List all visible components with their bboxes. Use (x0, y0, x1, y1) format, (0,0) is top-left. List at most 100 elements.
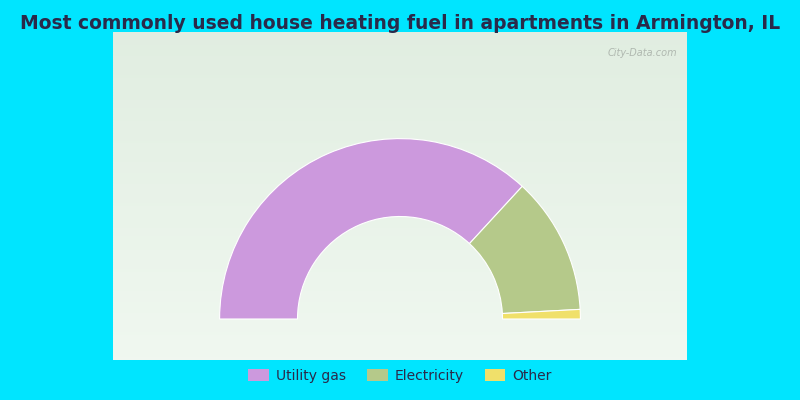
Bar (113, 136, 687, 139)
Bar (113, 81, 687, 84)
Bar (113, 196, 687, 199)
Bar (113, 171, 687, 174)
Bar (113, 234, 687, 237)
Bar (113, 54, 687, 56)
Bar (113, 133, 687, 136)
Bar (113, 65, 687, 68)
Bar (113, 229, 687, 232)
Wedge shape (470, 186, 580, 314)
Bar (113, 95, 687, 98)
Bar (113, 232, 687, 234)
Bar (113, 254, 687, 256)
Bar (113, 292, 687, 294)
Bar (113, 43, 687, 46)
Bar (113, 245, 687, 248)
Bar (113, 180, 687, 182)
Bar (113, 256, 687, 259)
Bar (113, 264, 687, 267)
Bar (113, 357, 687, 360)
Bar (113, 316, 687, 319)
Bar (113, 147, 687, 150)
Bar (113, 199, 687, 202)
Bar (113, 59, 687, 62)
Text: City-Data.com: City-Data.com (607, 48, 677, 58)
Bar (113, 305, 687, 308)
Bar (113, 139, 687, 141)
Bar (113, 169, 687, 171)
Bar (113, 218, 687, 221)
Bar (113, 319, 687, 322)
Bar (113, 90, 687, 92)
Bar (113, 270, 687, 272)
Bar (113, 78, 687, 81)
Bar (113, 111, 687, 114)
Bar (113, 158, 687, 160)
Bar (113, 120, 687, 122)
Bar (113, 311, 687, 314)
Bar (113, 289, 687, 292)
Bar (113, 204, 687, 207)
Bar (113, 84, 687, 87)
Bar (113, 108, 687, 111)
Bar (113, 150, 687, 152)
Bar (113, 344, 687, 346)
Bar (113, 163, 687, 166)
Bar (113, 297, 687, 300)
Bar (113, 46, 687, 48)
Bar (113, 100, 687, 103)
Bar (113, 155, 687, 158)
Bar (113, 352, 687, 354)
Bar (113, 62, 687, 65)
Bar (113, 56, 687, 59)
Legend: Utility gas, Electricity, Other: Utility gas, Electricity, Other (242, 364, 558, 388)
Bar (113, 341, 687, 344)
Bar (113, 114, 687, 117)
Bar (113, 73, 687, 76)
Bar (113, 294, 687, 297)
Bar (113, 202, 687, 204)
Bar (113, 207, 687, 210)
Bar (113, 130, 687, 133)
Bar (113, 308, 687, 311)
Bar (113, 188, 687, 190)
Bar (113, 117, 687, 120)
Wedge shape (502, 309, 581, 319)
Bar (113, 272, 687, 275)
Bar (113, 166, 687, 169)
Bar (113, 48, 687, 51)
Bar (113, 335, 687, 338)
Bar (113, 322, 687, 324)
Bar (113, 87, 687, 89)
Bar (113, 338, 687, 341)
Bar (113, 242, 687, 245)
Bar (113, 212, 687, 215)
Bar (113, 106, 687, 108)
Bar (113, 152, 687, 155)
Bar (113, 330, 687, 333)
Bar (113, 314, 687, 316)
Bar (113, 70, 687, 73)
Bar (113, 35, 687, 38)
Bar (113, 284, 687, 286)
Bar (113, 346, 687, 349)
Bar (113, 141, 687, 144)
Bar (113, 76, 687, 78)
Bar (113, 177, 687, 180)
Bar (113, 251, 687, 254)
Bar (113, 128, 687, 130)
Bar (113, 190, 687, 193)
Bar (113, 259, 687, 262)
Bar (113, 92, 687, 95)
Bar (113, 32, 687, 35)
Bar (113, 221, 687, 223)
Bar (113, 302, 687, 305)
Bar (113, 125, 687, 128)
Bar (113, 327, 687, 330)
Bar (113, 354, 687, 357)
Bar (113, 210, 687, 212)
Bar (113, 286, 687, 289)
Bar (113, 174, 687, 177)
Bar (113, 40, 687, 43)
Bar (113, 226, 687, 229)
Bar (113, 248, 687, 251)
